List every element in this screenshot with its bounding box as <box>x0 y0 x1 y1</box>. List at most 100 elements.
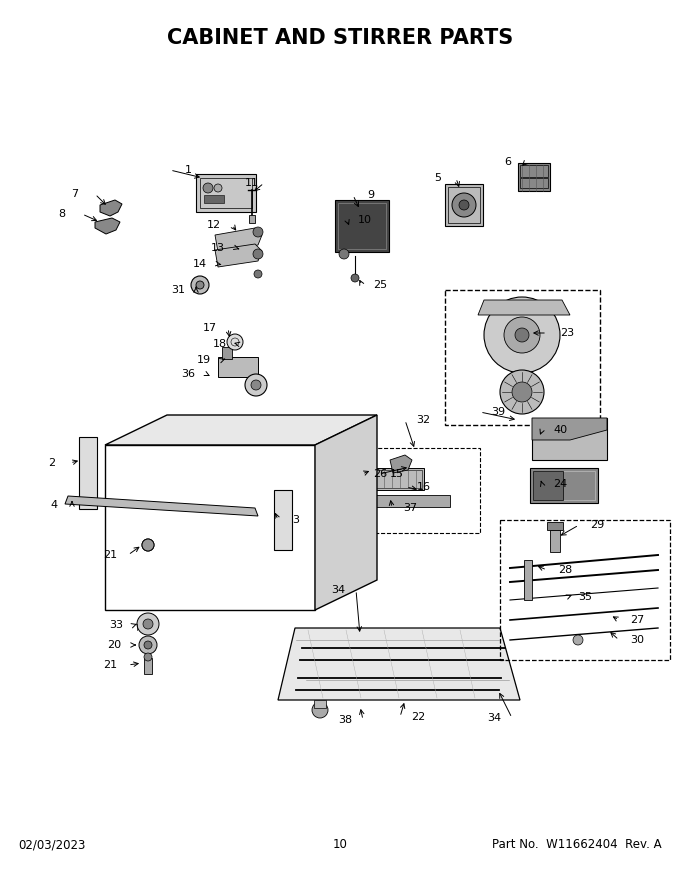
Text: 34: 34 <box>487 713 501 723</box>
Text: 15: 15 <box>390 469 404 479</box>
Polygon shape <box>215 244 262 267</box>
Bar <box>530 468 598 503</box>
Circle shape <box>191 276 209 294</box>
Text: 32: 32 <box>416 415 430 425</box>
Polygon shape <box>100 200 122 216</box>
Text: 34: 34 <box>331 585 345 595</box>
Polygon shape <box>215 228 262 252</box>
Bar <box>338 203 386 249</box>
Text: 8: 8 <box>58 209 65 219</box>
Text: 28: 28 <box>558 565 572 575</box>
Text: CABINET AND STIRRER PARTS: CABINET AND STIRRER PARTS <box>167 28 513 48</box>
Bar <box>520 165 548 177</box>
Bar <box>196 174 256 212</box>
Text: 23: 23 <box>560 328 574 338</box>
Polygon shape <box>478 300 570 315</box>
Text: 30: 30 <box>630 635 644 645</box>
Text: 16: 16 <box>417 482 431 492</box>
Text: 5: 5 <box>435 173 441 183</box>
Text: 39: 39 <box>491 407 505 417</box>
Circle shape <box>137 613 159 635</box>
Circle shape <box>142 539 154 551</box>
Bar <box>518 163 550 191</box>
Text: 22: 22 <box>411 712 425 722</box>
Bar <box>204 195 224 203</box>
Circle shape <box>515 328 529 342</box>
Text: 36: 36 <box>181 369 195 379</box>
Text: 2: 2 <box>48 458 56 468</box>
Circle shape <box>146 543 150 547</box>
Text: 4: 4 <box>50 500 58 510</box>
Circle shape <box>144 653 152 661</box>
Circle shape <box>452 193 476 217</box>
Circle shape <box>484 297 560 373</box>
Text: 12: 12 <box>207 220 221 230</box>
Text: 21: 21 <box>103 550 117 560</box>
Text: 29: 29 <box>590 520 604 530</box>
Circle shape <box>254 270 262 278</box>
Polygon shape <box>278 628 520 700</box>
Circle shape <box>139 636 157 654</box>
Text: 13: 13 <box>211 243 225 253</box>
Circle shape <box>573 635 583 645</box>
Circle shape <box>227 334 243 350</box>
Bar <box>249 215 255 223</box>
Circle shape <box>144 641 152 649</box>
Text: 24: 24 <box>553 479 567 489</box>
Bar <box>445 290 600 425</box>
Text: 14: 14 <box>193 259 207 269</box>
Polygon shape <box>390 455 412 473</box>
Text: 10: 10 <box>333 839 347 852</box>
Circle shape <box>312 702 328 718</box>
Bar <box>218 357 258 377</box>
Circle shape <box>339 249 349 259</box>
Bar <box>222 347 232 359</box>
Bar <box>360 448 480 533</box>
Circle shape <box>512 382 532 402</box>
Polygon shape <box>105 445 315 610</box>
Circle shape <box>251 380 261 390</box>
Bar <box>200 178 252 208</box>
Circle shape <box>351 274 359 282</box>
Text: 02/03/2023: 02/03/2023 <box>18 839 86 852</box>
Text: 9: 9 <box>367 190 375 200</box>
Circle shape <box>203 183 213 193</box>
Bar <box>274 490 292 550</box>
Bar <box>500 520 670 660</box>
Circle shape <box>245 374 267 396</box>
Bar <box>550 530 560 552</box>
Polygon shape <box>532 418 607 440</box>
Text: 21: 21 <box>103 660 117 670</box>
Text: 35: 35 <box>578 592 592 602</box>
Bar <box>547 522 563 530</box>
Bar <box>524 560 532 600</box>
Text: 11: 11 <box>245 178 259 188</box>
Circle shape <box>196 281 204 289</box>
Text: 19: 19 <box>197 355 211 365</box>
Bar <box>445 184 483 226</box>
Bar <box>533 471 595 500</box>
Bar <box>335 200 389 252</box>
Text: 18: 18 <box>213 339 227 349</box>
Circle shape <box>214 184 222 192</box>
Polygon shape <box>105 415 377 445</box>
Bar <box>533 471 563 500</box>
Polygon shape <box>95 218 120 234</box>
Text: 20: 20 <box>107 640 121 650</box>
Text: 3: 3 <box>292 515 299 525</box>
Text: 17: 17 <box>203 323 217 333</box>
Circle shape <box>500 370 544 414</box>
Text: Part No.  W11662404  Rev. A: Part No. W11662404 Rev. A <box>492 839 662 852</box>
Text: 27: 27 <box>630 615 644 625</box>
Circle shape <box>142 539 154 551</box>
Text: 6: 6 <box>505 157 511 167</box>
Circle shape <box>459 200 469 210</box>
Bar <box>144 658 152 674</box>
Circle shape <box>253 249 263 259</box>
Text: 33: 33 <box>109 620 123 630</box>
Polygon shape <box>315 415 377 610</box>
Polygon shape <box>65 496 258 516</box>
Bar <box>448 187 480 223</box>
Text: 31: 31 <box>171 285 185 295</box>
Circle shape <box>143 619 153 629</box>
